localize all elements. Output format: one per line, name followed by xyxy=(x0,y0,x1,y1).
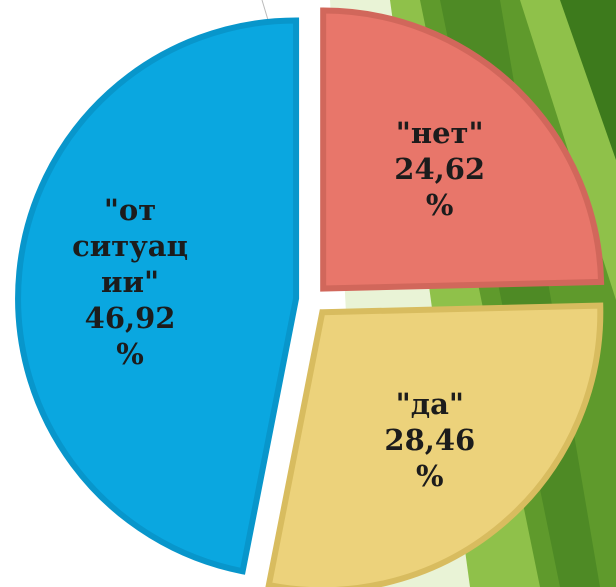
category-label: "от ситуации" xyxy=(70,192,190,300)
slice-label: "нет"24,62 % xyxy=(380,74,500,264)
label-box: "да"28,46 % xyxy=(370,345,490,535)
chart: "нет"24,62 % "да"28,46 % "от ситуации"46,9… xyxy=(0,0,616,587)
page: "нет"24,62 % "да"28,46 % "от ситуации"46,9… xyxy=(0,0,616,587)
value-label: 46,92 % xyxy=(70,300,190,372)
slice-label: "да"28,46 % xyxy=(370,345,490,535)
label-box: "от ситуации"46,92 % xyxy=(70,187,190,377)
category-label: "нет" xyxy=(380,115,500,151)
value-label: 28,46 % xyxy=(370,422,490,494)
label-box: "нет"24,62 % xyxy=(380,74,500,264)
category-label: "да" xyxy=(370,386,490,422)
slice-label: "от ситуации"46,92 % xyxy=(70,187,190,377)
value-label: 24,62 % xyxy=(380,151,500,223)
